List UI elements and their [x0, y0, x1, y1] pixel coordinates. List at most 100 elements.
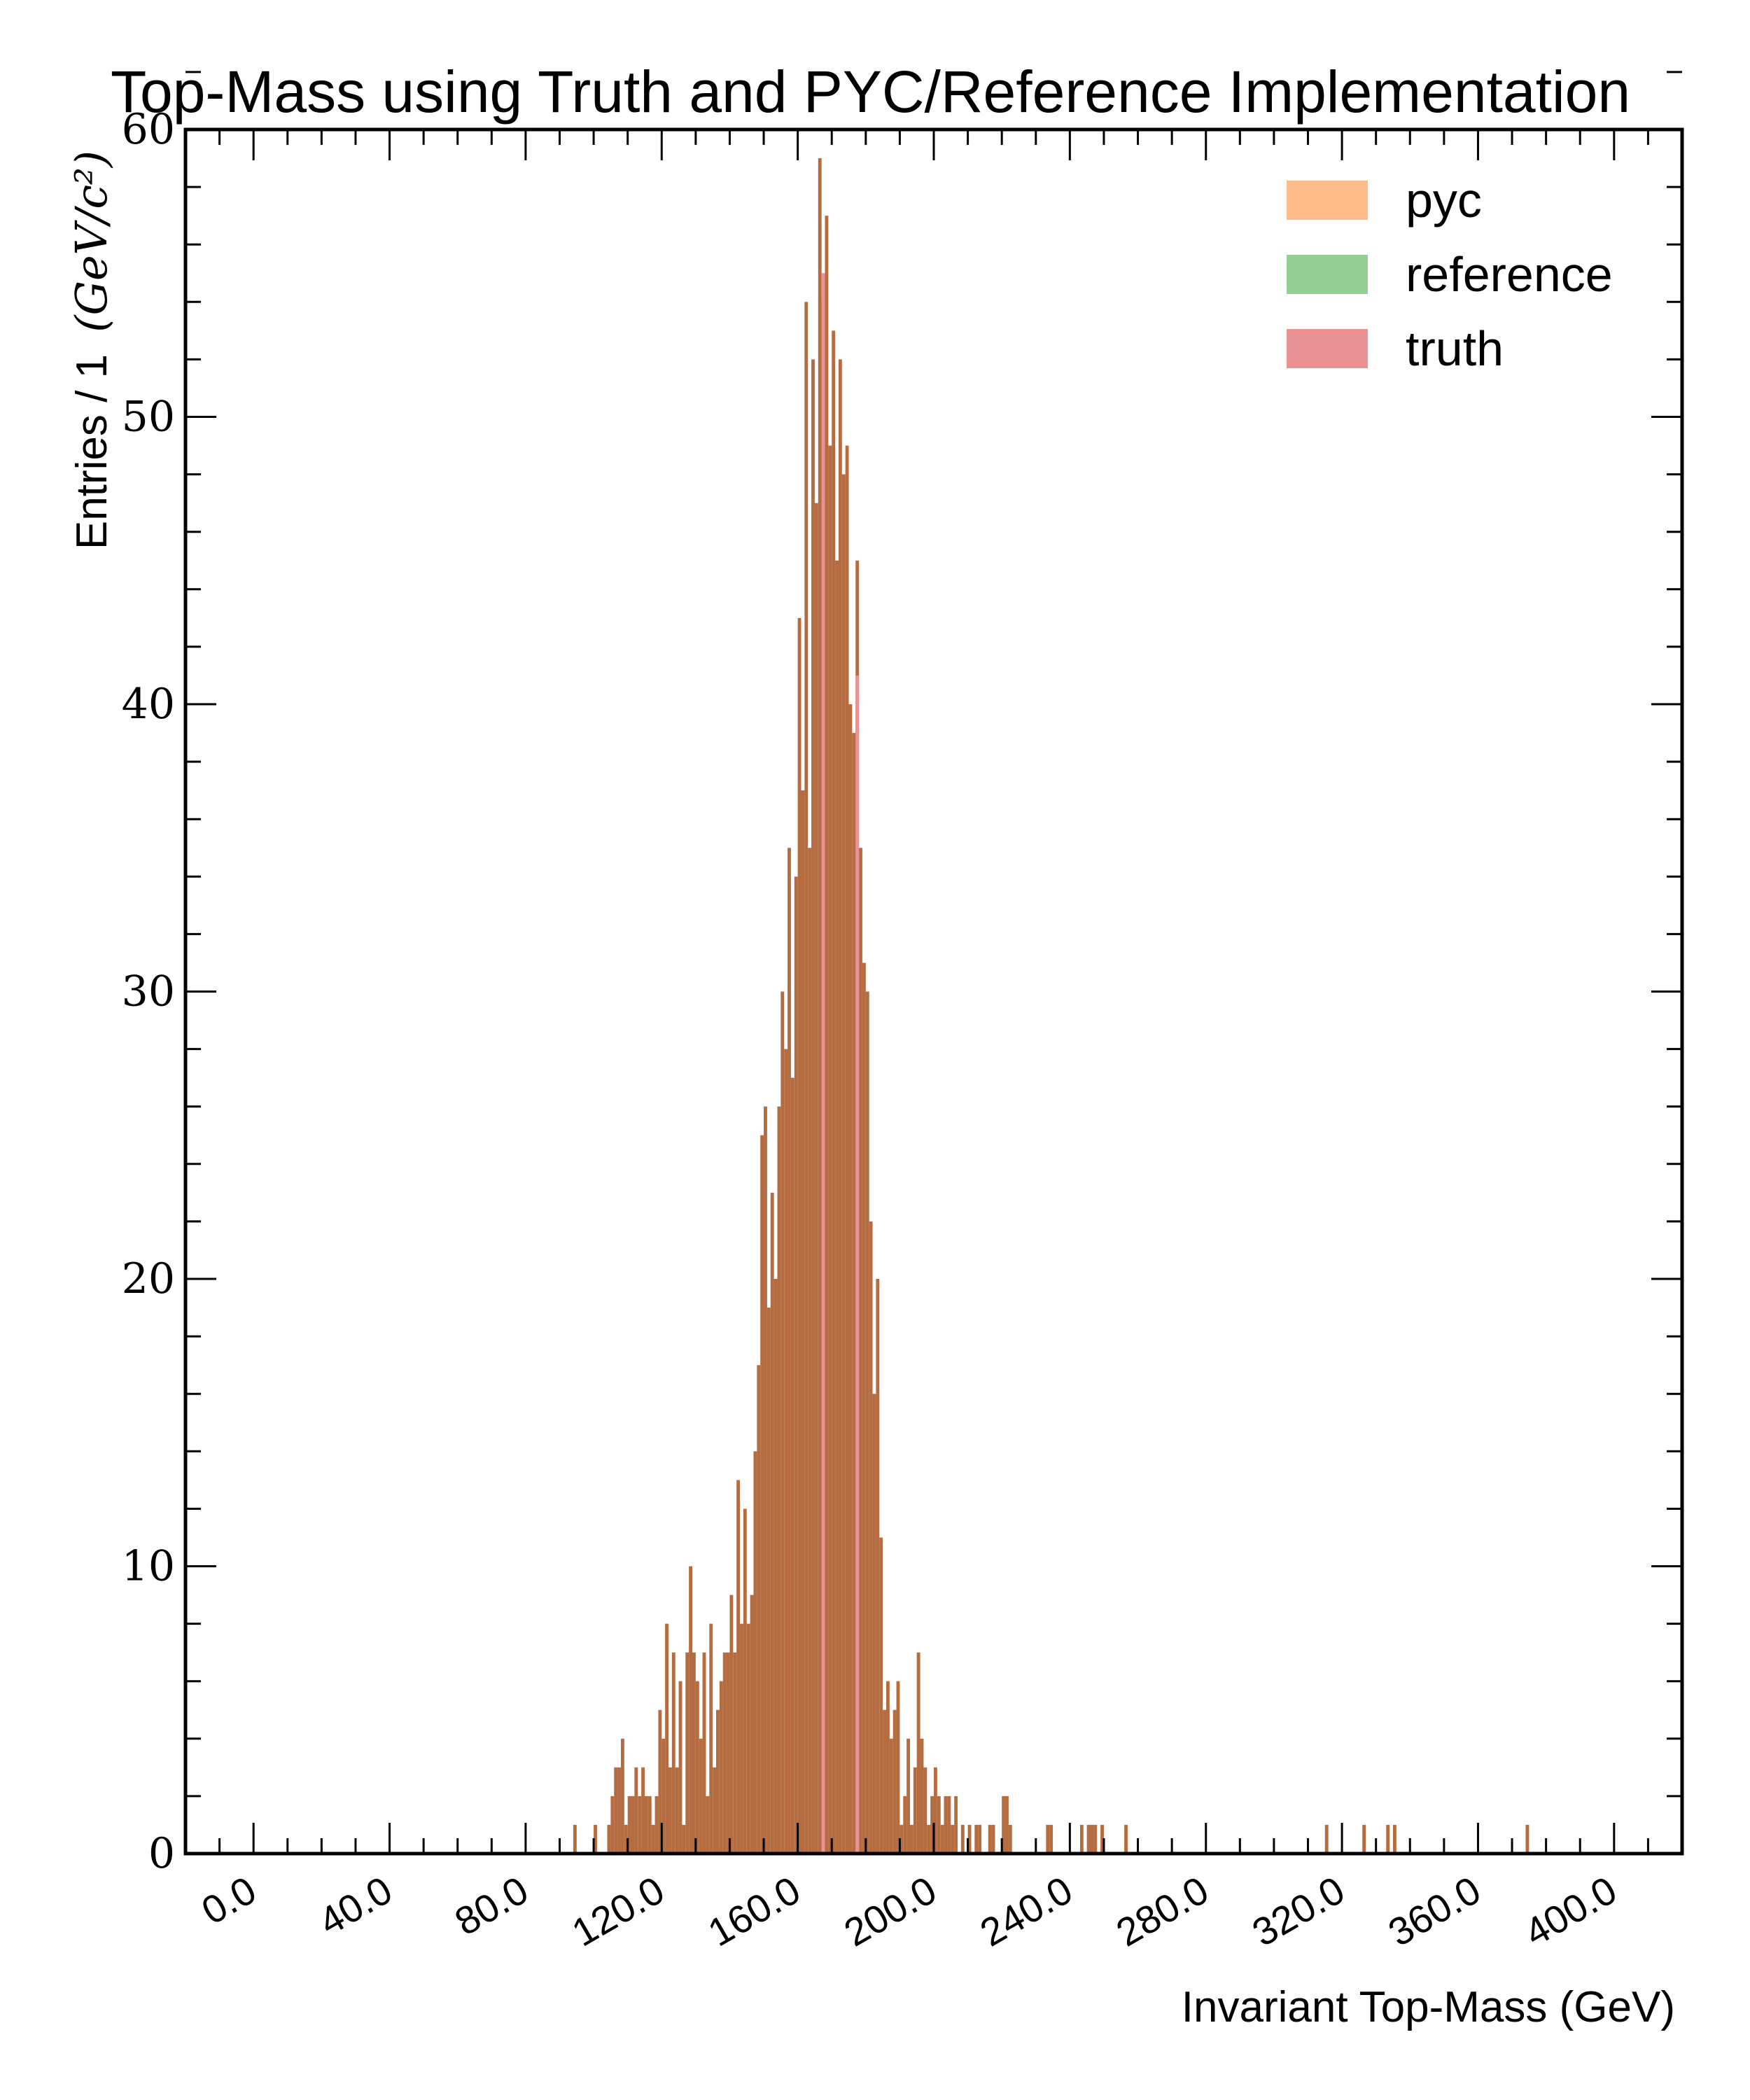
- histogram-bar-pyc: [1002, 1795, 1006, 1854]
- x-tick-label: 0.0: [194, 1868, 263, 1933]
- histogram-bar-pyc: [960, 1824, 965, 1854]
- histogram-bar-pyc: [692, 1652, 696, 1854]
- histogram-bar-pyc: [770, 1192, 774, 1854]
- histogram-bar-pyc: [631, 1795, 635, 1854]
- legend-swatch-reference: [1287, 255, 1368, 294]
- histogram-bar-pyc: [937, 1795, 941, 1854]
- histogram-bar-pyc: [845, 445, 849, 1854]
- histogram-bar-pyc: [930, 1795, 934, 1854]
- histogram-bar-truth: [855, 675, 860, 1854]
- histogram-bar-pyc: [774, 1279, 778, 1854]
- y-axis-label: Entries / 1 (GeV/c²): [66, 150, 117, 550]
- legend-label-truth: truth: [1406, 321, 1504, 376]
- x-tick-label: 320.0: [1245, 1868, 1352, 1955]
- histogram-bar-pyc: [757, 1365, 761, 1854]
- histogram-bar-pyc: [916, 1652, 920, 1854]
- histogram-bar-pyc: [944, 1795, 948, 1854]
- histogram-bar-pyc: [1324, 1824, 1329, 1854]
- histogram-bar-pyc: [906, 1738, 910, 1854]
- histogram-bar-pyc: [662, 1738, 666, 1854]
- histogram-bar-pyc: [934, 1767, 937, 1854]
- histogram-bar-pyc: [988, 1824, 992, 1854]
- histogram-bar-pyc: [832, 330, 836, 1854]
- x-tick-label: 280.0: [1109, 1868, 1216, 1955]
- histogram-bar-pyc: [899, 1824, 904, 1854]
- x-tick-label: 360.0: [1381, 1868, 1488, 1955]
- histogram-bar-pyc: [869, 1221, 873, 1854]
- legend-label-pyc: pyc: [1406, 173, 1482, 227]
- legend: pyc reference truth: [1287, 173, 1613, 376]
- histogram-bar-pyc: [896, 1681, 900, 1854]
- histogram-bar-pyc: [665, 1623, 668, 1854]
- histogram-bar-pyc: [617, 1767, 621, 1854]
- histogram-bar-pyc: [892, 1709, 897, 1854]
- histogram-bar-pyc: [811, 359, 815, 1854]
- plot-area: [183, 71, 1684, 1856]
- x-tick-labels: 0.0 40.0 80.0 120.0 160.0 200.0 240.0 280.0 320.…: [194, 1868, 1624, 1955]
- histogram-bar-pyc: [991, 1824, 995, 1854]
- histogram-bar-pyc: [702, 1652, 706, 1854]
- histogram-bar-pyc: [1362, 1824, 1366, 1854]
- histogram-bar-pyc: [1386, 1824, 1390, 1854]
- histogram-bar-pyc: [614, 1767, 618, 1854]
- histogram-bar-pyc: [713, 1767, 717, 1854]
- histogram-bar-pyc: [726, 1652, 730, 1854]
- histogram-bar-pyc: [753, 1451, 757, 1854]
- histogram-bar-pyc: [716, 1709, 720, 1854]
- histogram-bar-pyc: [777, 1106, 781, 1854]
- histogram-bar-pyc: [729, 1595, 734, 1854]
- histogram-bar-pyc: [838, 359, 842, 1854]
- histogram-bar-pyc: [913, 1767, 917, 1854]
- histogram-bar-pyc: [627, 1795, 631, 1854]
- x-tick-label: 200.0: [836, 1868, 944, 1955]
- histogram-bar-pyc: [909, 1824, 913, 1854]
- histogram-bar-pyc: [835, 560, 839, 1854]
- histogram-bar-truth: [821, 273, 825, 1854]
- histogram-bar-pyc: [1005, 1795, 1009, 1854]
- histogram-bar-pyc: [818, 158, 822, 1854]
- histogram-bar-pyc: [1093, 1824, 1098, 1854]
- legend-label-reference: reference: [1406, 247, 1613, 302]
- legend-swatch-truth: [1287, 329, 1368, 368]
- histogram-bar-pyc: [825, 216, 829, 1854]
- x-axis-label: Invariant Top-Mass (GeV): [1182, 1983, 1675, 2031]
- histogram-bars: [573, 158, 1530, 1854]
- histogram-bar-pyc: [1086, 1824, 1091, 1854]
- histogram-bar-pyc: [920, 1738, 924, 1854]
- plot-background: [186, 130, 1682, 1854]
- histogram-bar-pyc: [610, 1795, 615, 1854]
- histogram-bar-pyc: [682, 1824, 686, 1854]
- y-tick-label: 30: [122, 967, 175, 1016]
- histogram-bar-pyc: [641, 1767, 645, 1854]
- y-tick-label: 10: [122, 1542, 175, 1591]
- histogram-bar-pyc: [784, 1049, 788, 1854]
- histogram-bar-pyc: [889, 1738, 893, 1854]
- histogram-bar-pyc: [828, 445, 832, 1854]
- plot-frame: [183, 127, 1684, 1856]
- histogram-bar-pyc: [1525, 1824, 1530, 1854]
- histogram-bar-pyc: [1100, 1824, 1104, 1854]
- y-tick-label: 40: [122, 680, 175, 729]
- histogram-bar-pyc: [644, 1795, 648, 1854]
- histogram-bar-pyc: [736, 1480, 741, 1854]
- histogram-bar-pyc: [689, 1566, 693, 1854]
- histogram-bar-pyc: [790, 1077, 794, 1854]
- y-tick-labels: 0 10 20 30 40 50 60: [122, 105, 175, 1878]
- chart-title: Top-Mass using Truth and PYC/Reference I…: [111, 59, 1630, 125]
- y-tick-label: 50: [122, 393, 175, 442]
- histogram-bar-pyc: [719, 1681, 723, 1854]
- histogram-bar-pyc: [740, 1623, 743, 1854]
- x-tick-label: 120.0: [564, 1868, 671, 1955]
- histogram-bar-pyc: [814, 503, 818, 1854]
- histogram-bar-pyc: [780, 991, 785, 1854]
- histogram-bar-pyc: [872, 1394, 876, 1854]
- histogram-bar-pyc: [651, 1824, 655, 1854]
- histogram-bar-pyc: [620, 1738, 624, 1854]
- histogram-bar-pyc: [668, 1767, 672, 1854]
- histogram-bar-pyc: [797, 617, 802, 1854]
- x-tick-label: 400.0: [1517, 1868, 1624, 1955]
- histogram-bar-pyc: [923, 1767, 927, 1854]
- histogram-bar-pyc: [624, 1824, 628, 1854]
- histogram-bar-pyc: [1079, 1824, 1084, 1854]
